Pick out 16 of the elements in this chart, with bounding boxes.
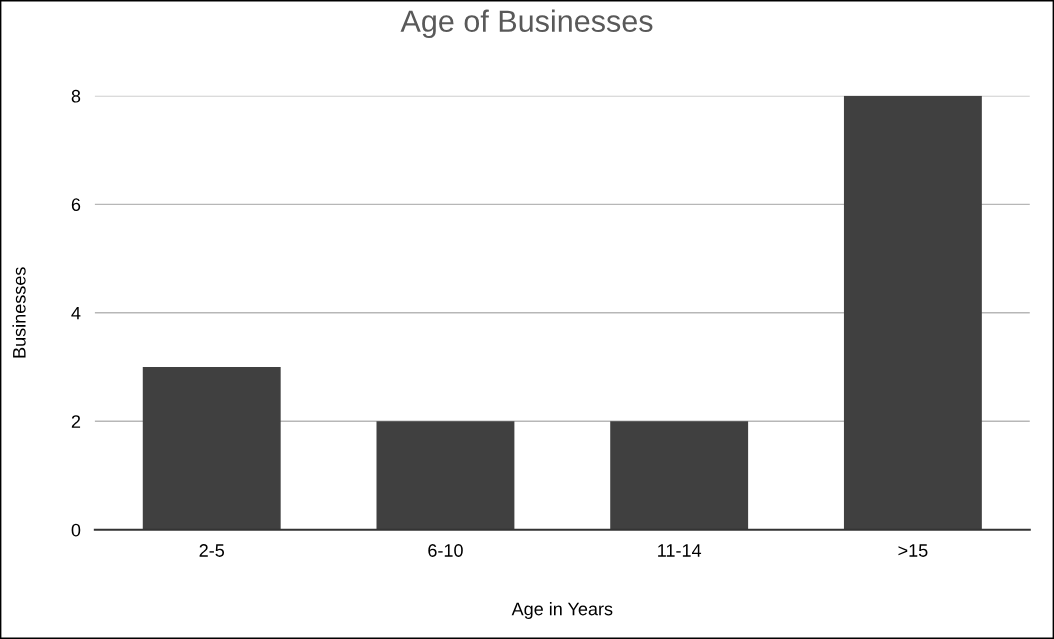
bar (376, 421, 515, 530)
x-tick-label: 2-5 (199, 544, 225, 557)
y-axis-title: Businesses (12, 267, 26, 358)
chart-title: Age of Businesses (400, 9, 653, 39)
bar (142, 367, 281, 530)
y-tick-label: 0 (71, 523, 81, 537)
bar (843, 95, 982, 530)
x-tick-label: >15 (898, 544, 928, 557)
x-tick-label: 11-14 (658, 544, 702, 557)
y-tick-label: 8 (71, 89, 81, 103)
y-tick-label: 6 (71, 198, 81, 212)
x-axis-title: Age in Years (511, 602, 613, 619)
y-tick-label: 2 (71, 415, 81, 428)
x-tick-label: 6-10 (428, 544, 463, 557)
bar (610, 421, 749, 530)
y-tick-label: 4 (71, 306, 81, 320)
